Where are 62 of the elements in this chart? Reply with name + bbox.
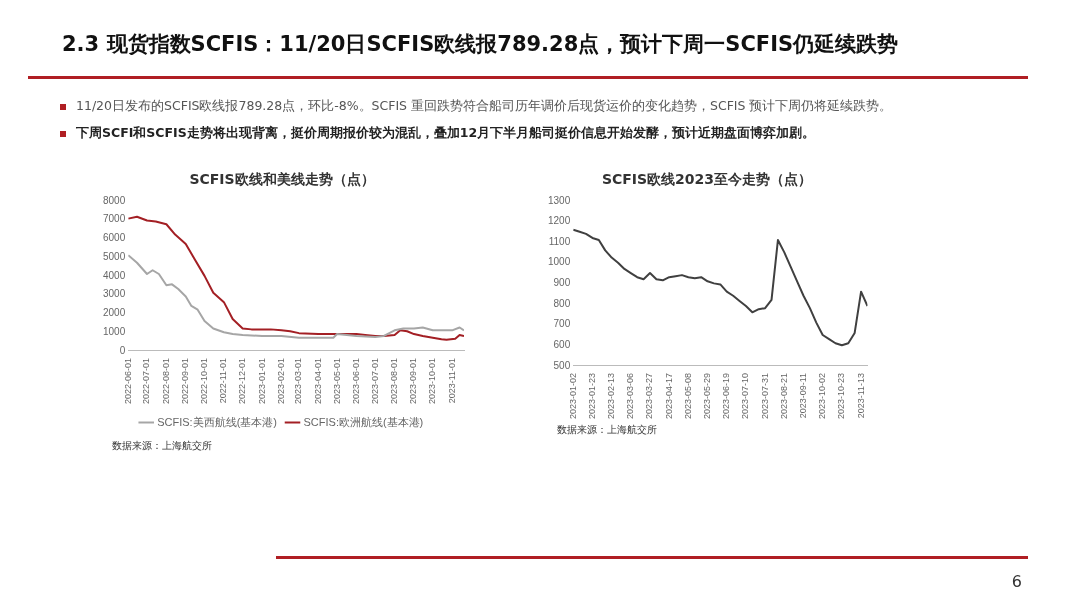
text: 下周SCFI和SCFIS走势将出现背离，挺价周期报价较为混乱，叠加12月下半月船司挺价信息开始发酵，预计近期盘面博弈加剧。 xyxy=(75,125,816,142)
x-tick-label: 2022-12-01 xyxy=(237,357,248,405)
y-tick-label: 3000 xyxy=(103,288,126,300)
x-tick-label: 2023-08-01 xyxy=(389,357,400,405)
x-tick-label: 2023-02-13 xyxy=(606,372,617,420)
x-tick-label: 2023-11-01 xyxy=(446,357,457,404)
x-tick-label: 2023-07-31 xyxy=(759,372,770,420)
y-tick-label: 800 xyxy=(553,297,571,309)
x-tick-label: 2022-08-01 xyxy=(160,357,171,405)
text: 11/20日发布的SCFIS欧线报789.28点，环比-8%。SCFIS 重回跌势符合船司历年调价后现货运价的变化趋势，SCFIS 预计下周仍将延续跌势。 xyxy=(75,98,893,115)
text: 6 xyxy=(1011,572,1022,591)
x-tick-label: 2023-10-23 xyxy=(836,372,847,420)
x-tick-label: 2023-06-01 xyxy=(350,357,361,405)
y-tick-label: 1300 xyxy=(548,194,571,206)
x-tick-label: 2022-10-01 xyxy=(199,357,210,405)
y-tick-label: 7000 xyxy=(103,213,126,225)
x-tick-label: 2023-03-06 xyxy=(625,372,636,420)
x-tick-label: 2023-07-01 xyxy=(369,357,380,405)
y-tick-label: 900 xyxy=(553,277,571,289)
x-tick-label: 2023-02-01 xyxy=(275,357,286,405)
x-tick-label: 2023-03-27 xyxy=(644,372,655,420)
y-tick-label: 1000 xyxy=(548,256,571,268)
y-tick-label: 500 xyxy=(553,359,571,371)
x-tick-label: 2023-01-02 xyxy=(567,372,578,420)
x-tick-label: 2022-11-01 xyxy=(218,357,229,404)
x-tick-label: 2023-04-01 xyxy=(312,357,323,405)
y-tick-label: 1000 xyxy=(103,325,126,337)
y-tick-label: 8000 xyxy=(103,194,126,206)
x-tick-label: 2023-03-01 xyxy=(293,357,304,405)
x-tick-label: 2023-06-19 xyxy=(721,372,732,420)
x-tick-label: 2023-07-10 xyxy=(740,372,751,420)
legend-label: SCFIS:欧洲航线(基本港) xyxy=(303,415,424,428)
x-tick-label: 2023-05-29 xyxy=(702,372,713,420)
text: 2.3 现货指数SCFIS：11/20日SCFIS欧线报789.28点，预计下周一SCFIS仍延续跌势 xyxy=(62,31,899,58)
y-tick-label: 1100 xyxy=(548,235,571,247)
legend-label: SCFIS:美西航线(基本港) xyxy=(157,415,278,428)
x-tick-label: 2023-01-01 xyxy=(256,357,267,405)
x-tick-label: 2023-01-23 xyxy=(586,372,597,420)
x-tick-label: 2023-04-17 xyxy=(663,372,674,420)
source-note: 数据来源：上海航交所 xyxy=(557,424,657,437)
x-tick-label: 2023-09-01 xyxy=(408,357,419,405)
x-tick-label: 2023-05-01 xyxy=(331,357,342,405)
x-tick-label: 2023-05-08 xyxy=(682,372,693,420)
x-tick-label: 2022-06-01 xyxy=(122,357,133,405)
y-tick-label: 4000 xyxy=(103,269,126,281)
x-tick-label: 2023-11-13 xyxy=(855,372,866,419)
y-tick-label: 6000 xyxy=(103,232,126,244)
x-tick-label: 2022-09-01 xyxy=(180,357,191,405)
chart-title: SCFIS欧线2023至今走势（点） xyxy=(601,171,813,188)
y-tick-label: 700 xyxy=(553,318,571,330)
x-tick-label: 2023-10-02 xyxy=(817,372,828,420)
y-tick-label: 1200 xyxy=(548,215,571,227)
chart-title: SCFIS欧线和美线走势（点） xyxy=(189,171,375,188)
x-tick-label: 2022-07-01 xyxy=(141,357,152,405)
y-tick-label: 0 xyxy=(119,344,126,356)
source-note: 数据来源：上海航交所 xyxy=(112,440,212,453)
y-tick-label: 600 xyxy=(553,339,571,351)
x-tick-label: 2023-09-11 xyxy=(797,372,808,419)
y-tick-label: 2000 xyxy=(103,307,126,319)
x-tick-label: 2023-08-21 xyxy=(778,372,789,420)
y-tick-label: 5000 xyxy=(103,250,126,262)
x-tick-label: 2023-10-01 xyxy=(427,357,438,405)
